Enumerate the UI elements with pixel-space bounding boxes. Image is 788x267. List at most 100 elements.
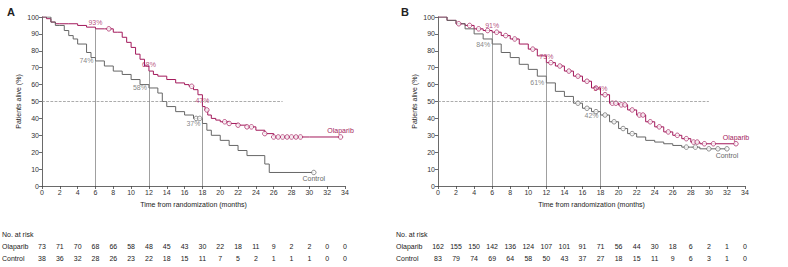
svg-text:No. at risk: No. at risk xyxy=(396,231,428,238)
svg-text:30: 30 xyxy=(199,243,207,250)
svg-text:20: 20 xyxy=(216,189,224,196)
svg-text:10: 10 xyxy=(31,166,39,173)
svg-text:36: 36 xyxy=(56,255,64,262)
svg-text:26: 26 xyxy=(109,255,117,262)
svg-text:107: 107 xyxy=(541,243,553,250)
svg-text:20: 20 xyxy=(615,189,623,196)
svg-text:Control: Control xyxy=(396,255,419,262)
svg-text:74: 74 xyxy=(470,255,478,262)
svg-text:58: 58 xyxy=(524,255,532,262)
svg-text:14: 14 xyxy=(561,189,569,196)
svg-text:0: 0 xyxy=(325,255,329,262)
svg-text:43: 43 xyxy=(181,243,189,250)
svg-text:34: 34 xyxy=(341,189,349,196)
svg-text:2: 2 xyxy=(307,243,311,250)
svg-text:22: 22 xyxy=(145,255,153,262)
svg-text:10: 10 xyxy=(427,166,435,173)
svg-text:9: 9 xyxy=(671,255,675,262)
svg-text:B: B xyxy=(401,6,409,18)
svg-text:70: 70 xyxy=(31,64,39,71)
svg-text:11: 11 xyxy=(252,243,259,250)
svg-text:37%: 37% xyxy=(186,120,200,127)
svg-text:58%: 58% xyxy=(133,84,147,91)
svg-text:Control: Control xyxy=(2,255,25,262)
svg-text:155: 155 xyxy=(450,243,462,250)
svg-text:70: 70 xyxy=(74,243,82,250)
svg-text:8: 8 xyxy=(111,189,115,196)
svg-text:90: 90 xyxy=(427,30,435,37)
svg-text:Patients alive (%): Patients alive (%) xyxy=(15,74,23,128)
svg-text:1: 1 xyxy=(290,255,294,262)
svg-text:11: 11 xyxy=(199,255,206,262)
svg-text:20: 20 xyxy=(31,149,39,156)
svg-text:64: 64 xyxy=(506,255,514,262)
svg-text:84%: 84% xyxy=(476,41,490,48)
svg-text:45: 45 xyxy=(163,243,171,250)
svg-text:6: 6 xyxy=(689,255,693,262)
svg-text:0: 0 xyxy=(40,189,44,196)
svg-text:0: 0 xyxy=(343,255,347,262)
svg-text:101: 101 xyxy=(559,243,571,250)
svg-text:12: 12 xyxy=(145,189,153,196)
svg-text:71: 71 xyxy=(597,243,605,250)
svg-text:18: 18 xyxy=(163,255,171,262)
svg-text:20: 20 xyxy=(427,149,435,156)
svg-text:50: 50 xyxy=(31,98,39,105)
svg-text:3: 3 xyxy=(707,255,711,262)
svg-text:32: 32 xyxy=(323,189,331,196)
svg-text:14: 14 xyxy=(163,189,171,196)
svg-text:136: 136 xyxy=(504,243,516,250)
svg-text:8: 8 xyxy=(508,189,512,196)
svg-text:61%: 61% xyxy=(530,79,544,86)
svg-text:69: 69 xyxy=(488,255,496,262)
svg-text:28: 28 xyxy=(687,189,695,196)
svg-text:0: 0 xyxy=(325,243,329,250)
svg-text:18: 18 xyxy=(199,189,207,196)
svg-text:6: 6 xyxy=(689,243,693,250)
svg-text:30: 30 xyxy=(427,132,435,139)
svg-text:Olaparib: Olaparib xyxy=(396,243,423,251)
svg-text:150: 150 xyxy=(468,243,480,250)
svg-text:90: 90 xyxy=(31,30,39,37)
svg-text:No. at risk: No. at risk xyxy=(2,231,34,238)
svg-text:18: 18 xyxy=(615,255,623,262)
svg-text:70: 70 xyxy=(427,64,435,71)
svg-text:73: 73 xyxy=(38,243,46,250)
svg-text:22: 22 xyxy=(234,189,242,196)
svg-text:100: 100 xyxy=(27,14,39,21)
svg-text:4: 4 xyxy=(472,189,476,196)
svg-text:91: 91 xyxy=(579,243,587,250)
svg-text:1: 1 xyxy=(725,243,729,250)
svg-text:83: 83 xyxy=(434,255,442,262)
svg-text:16: 16 xyxy=(579,189,587,196)
svg-text:Control: Control xyxy=(716,152,739,159)
svg-text:27: 27 xyxy=(597,255,605,262)
svg-text:11: 11 xyxy=(651,255,658,262)
svg-text:2: 2 xyxy=(707,243,711,250)
svg-text:38: 38 xyxy=(38,255,46,262)
svg-text:Patients alive (%): Patients alive (%) xyxy=(411,74,419,128)
svg-text:28: 28 xyxy=(92,255,100,262)
svg-text:30: 30 xyxy=(305,189,313,196)
svg-text:68%: 68% xyxy=(142,61,156,68)
svg-text:71: 71 xyxy=(56,243,64,250)
svg-text:22: 22 xyxy=(633,189,641,196)
svg-text:Olaparib: Olaparib xyxy=(327,127,354,135)
svg-text:18: 18 xyxy=(669,243,677,250)
svg-text:24: 24 xyxy=(651,189,659,196)
svg-text:50: 50 xyxy=(427,98,435,105)
svg-text:2: 2 xyxy=(454,189,458,196)
svg-text:30: 30 xyxy=(31,132,39,139)
svg-text:6: 6 xyxy=(94,189,98,196)
svg-text:2: 2 xyxy=(254,255,258,262)
svg-text:80: 80 xyxy=(427,47,435,54)
svg-text:40: 40 xyxy=(31,115,39,122)
svg-text:7: 7 xyxy=(218,255,222,262)
svg-text:28: 28 xyxy=(288,189,296,196)
svg-text:0: 0 xyxy=(431,183,435,190)
svg-text:60: 60 xyxy=(427,81,435,88)
svg-text:2: 2 xyxy=(290,243,294,250)
svg-text:1: 1 xyxy=(307,255,311,262)
svg-text:60: 60 xyxy=(31,81,39,88)
svg-text:44: 44 xyxy=(633,243,641,250)
